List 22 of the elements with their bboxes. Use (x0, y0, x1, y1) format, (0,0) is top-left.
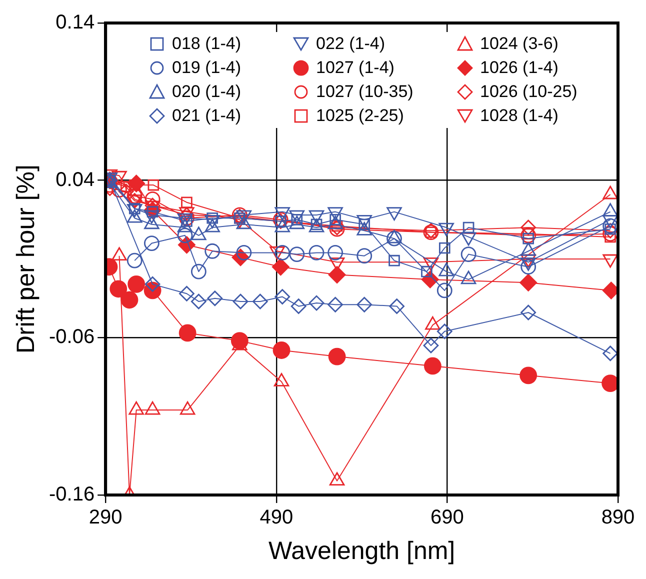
legend-label: 020 (1-4) (172, 82, 241, 102)
legend-label: 1024 (3-6) (480, 34, 558, 54)
y-axis-title: Drift per hour [%] (12, 164, 40, 354)
x-tick-label: 690 (430, 506, 464, 529)
legend-label: 1028 (1-4) (480, 106, 558, 126)
legend-label: 018 (1-4) (172, 34, 241, 54)
y-tick-label: -0.16 (48, 484, 95, 506)
legend-label: 1026 (10-25) (480, 82, 578, 102)
y-tick-label: -0.06 (48, 326, 95, 348)
x-tick-label: 890 (601, 506, 635, 529)
x-axis-title: Wavelength [nm] (268, 536, 456, 565)
legend-label: 1027 (1-4) (316, 58, 394, 78)
legend-label: 022 (1-4) (316, 34, 385, 54)
legend-label: 1026 (1-4) (480, 58, 558, 78)
legend-label: 1025 (2-25) (316, 106, 404, 126)
x-tick-label: 290 (88, 506, 122, 529)
legend-label: 021 (1-4) (172, 106, 241, 126)
y-tick-label: 0.14 (56, 12, 95, 34)
x-tick-label: 490 (260, 506, 294, 529)
y-tick-label: 0.04 (56, 168, 95, 191)
legend-label: 019 (1-4) (172, 58, 241, 78)
legend-label: 1027 (10-35) (316, 82, 414, 102)
